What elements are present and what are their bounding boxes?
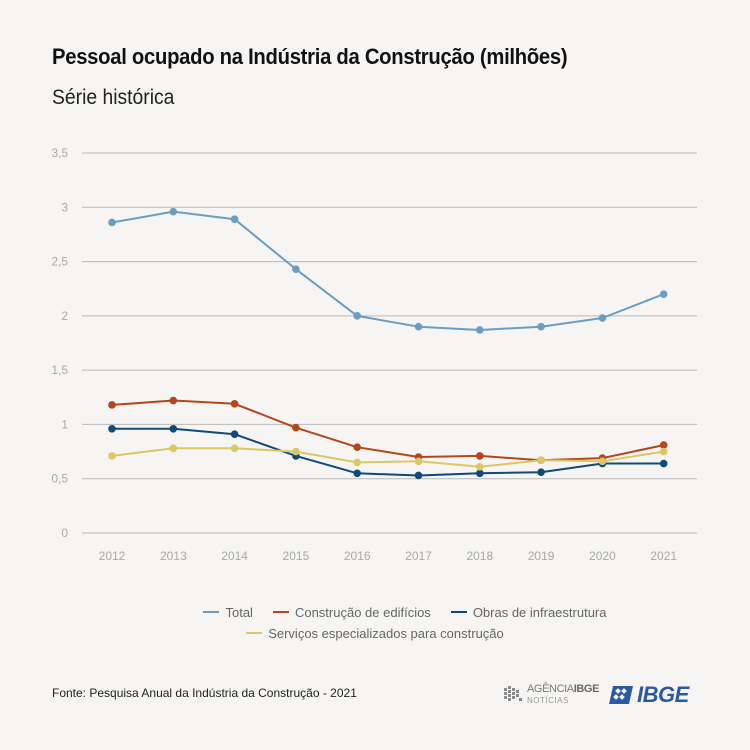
data-point (659, 459, 668, 468)
data-point (169, 424, 178, 433)
agencia-ibge-logo[interactable]: AGÊNCIAIBGE NOTÍCIAS (502, 681, 599, 709)
y-tick-label: 1,5 (51, 363, 68, 377)
ibge-logo-text: IBGE (637, 682, 689, 707)
data-point (353, 312, 362, 320)
legend-row-1: Total Construção de edifícios Obras de i… (60, 602, 750, 622)
data-point (353, 458, 362, 467)
legend-item-total: Total (203, 604, 253, 620)
agencia-brand: IBGE (573, 683, 600, 695)
data-point (108, 218, 116, 227)
ibge-logo[interactable]: IBGE (607, 682, 689, 708)
legend-label-servicos: Serviços especializados para construção (268, 625, 504, 641)
data-point (169, 207, 178, 216)
agencia-sub: NOTÍCIAS (527, 696, 569, 705)
data-point (353, 443, 362, 452)
agencia-label: AGÊNCIA (527, 683, 574, 695)
legend-label-total: Total (225, 604, 253, 620)
x-tick-label: 2021 (650, 549, 677, 563)
legend-item-infraestrutura: Obras de infraestrutura (450, 604, 607, 620)
data-point (476, 469, 484, 478)
data-point (230, 400, 239, 408)
data-point (476, 462, 484, 471)
x-tick-label: 2017 (405, 549, 432, 563)
data-point (414, 471, 423, 480)
data-point (659, 447, 668, 456)
legend-item-servicos: Serviços especializados para construção (246, 626, 504, 641)
legend-swatch-edificios (272, 611, 289, 613)
y-tick-label: 3,5 (51, 146, 68, 160)
data-point (292, 265, 300, 273)
y-tick-label: 0,5 (51, 472, 68, 486)
chart-title: Pessoal ocupado na Indústria da Construç… (52, 44, 568, 69)
chart-legend: Total Construção de edifícios Obras de i… (0, 602, 750, 643)
data-point (598, 457, 607, 466)
data-point (537, 468, 545, 477)
data-point (292, 423, 300, 432)
data-point (414, 322, 423, 331)
y-tick-label: 2 (61, 309, 68, 323)
x-tick-label: 2016 (344, 549, 371, 563)
y-tick-label: 3 (61, 200, 68, 214)
series-line (111, 399, 664, 462)
legend-swatch-infraestrutura (450, 611, 467, 613)
data-point (659, 290, 668, 298)
data-point (476, 326, 484, 334)
y-tick-label: 2,5 (51, 255, 68, 269)
x-tick-label: 2012 (99, 549, 126, 563)
agencia-ibge-logo-icon (504, 686, 522, 701)
data-point (108, 424, 116, 433)
legend-label-infraestrutura: Obras de infraestrutura (472, 604, 607, 620)
data-point (598, 314, 607, 322)
data-point (537, 322, 545, 331)
legend-swatch-total (203, 611, 220, 613)
x-tick-label: 2020 (589, 549, 616, 563)
data-point (169, 396, 178, 405)
series-line (112, 427, 664, 477)
data-point (108, 401, 116, 409)
data-point (230, 215, 239, 224)
data-point (292, 447, 300, 456)
series-line (111, 447, 664, 468)
data-point (353, 469, 362, 478)
x-tick-label: 2013 (160, 549, 187, 563)
legend-item-edificios: Construção de edifícios (272, 604, 431, 620)
x-tick-label: 2014 (221, 549, 248, 563)
legend-swatch-servicos (246, 632, 263, 634)
source-note: Fonte: Pesquisa Anual da Indústria da Co… (52, 686, 357, 700)
data-point (230, 430, 239, 439)
data-point (414, 457, 423, 466)
data-point (537, 456, 545, 465)
x-tick-label: 2015 (283, 549, 310, 563)
data-point (169, 444, 178, 453)
y-tick-label: 0 (61, 526, 68, 540)
chart-subtitle: Série histórica (52, 86, 175, 109)
x-tick-label: 2018 (466, 549, 493, 563)
x-tick-label: 2019 (528, 549, 555, 563)
data-point (659, 441, 668, 449)
data-point (476, 452, 484, 460)
y-tick-label: 1 (61, 417, 68, 431)
series-line (111, 210, 665, 331)
legend-row-2: Serviços especializados para construção (0, 623, 750, 643)
data-point (108, 452, 116, 460)
ibge-logo-icon (609, 686, 633, 704)
data-point (230, 444, 239, 453)
legend-label-edificios: Construção de edifícios (294, 604, 431, 620)
